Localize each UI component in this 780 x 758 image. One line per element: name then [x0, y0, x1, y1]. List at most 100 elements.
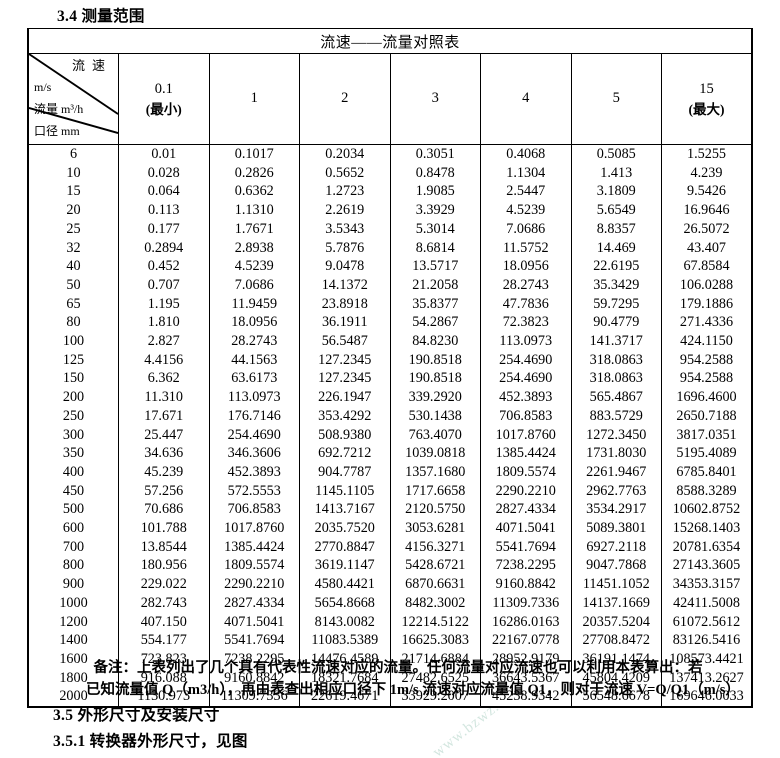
section-heading-3-4: 3.4 测量范围: [57, 8, 145, 25]
cell-flow-value: 27708.8472: [570, 631, 662, 650]
cell-flow-value: 180.956: [118, 556, 210, 576]
cell-flow-value: 0.452: [118, 257, 210, 276]
cell-flow-value: 54.2867: [389, 313, 481, 333]
cell-diameter: 10: [27, 163, 119, 183]
cell-flow-value: 565.4867: [570, 388, 662, 407]
corner-header-cell: 流速 m/s 流量 m³/h 口径 mm: [27, 53, 119, 145]
cell-flow-value: 2827.4334: [480, 500, 572, 520]
cell-flow-value: 706.8583: [480, 406, 572, 426]
cell-diameter: 500: [27, 500, 119, 520]
cell-flow-value: 18321.7684: [299, 668, 391, 688]
cell-flow-value: 4.4156: [118, 350, 210, 370]
cell-flow-value: 16.9646: [661, 201, 753, 220]
cell-flow-value: 14137.1669: [570, 593, 662, 613]
cell-flow-value: 723.823: [118, 649, 210, 669]
cell-flow-value: 4580.4421: [299, 575, 391, 594]
cell-flow-value: 916.088: [118, 668, 210, 688]
cell-flow-value: 127.2345: [299, 369, 391, 389]
corner-label-flow-unit: 流量 m³/h: [34, 102, 84, 116]
cell-flow-value: 1357.1680: [389, 462, 481, 482]
cell-diameter: 700: [27, 537, 119, 557]
cell-flow-value: 9160.8842: [208, 668, 300, 688]
cell-flow-value: 28.2743: [208, 332, 300, 351]
cell-flow-value: 1.9085: [389, 182, 481, 202]
cell-flow-value: 5.7876: [299, 238, 391, 258]
table-row: 450 57.256 572.5553 1145.1105 1717.6658 2290.…: [27, 481, 753, 501]
cell-flow-value: 28952.9179: [480, 649, 572, 669]
cell-flow-value: 954.2588: [661, 350, 753, 370]
cell-flow-value: 11451.1052: [570, 575, 662, 594]
cell-flow-value: 5.6549: [570, 201, 662, 220]
cell-flow-value: 763.4070: [389, 425, 481, 445]
cell-flow-value: 4.239: [661, 163, 753, 183]
cell-flow-value: 0.6362: [208, 182, 300, 202]
cell-flow-value: 1.5255: [661, 144, 753, 164]
cell-diameter: 250: [27, 406, 119, 426]
column-header-value: 5: [612, 90, 620, 107]
cell-flow-value: 1039.0818: [389, 444, 481, 463]
cell-flow-value: 339.2920: [389, 388, 481, 407]
cell-flow-value: 179.1886: [661, 294, 753, 314]
cell-flow-value: 22619.4671: [299, 687, 391, 709]
column-header-0: 0.1 (最小): [118, 53, 210, 145]
table-row: 800 180.956 1809.5574 3619.1147 5428.6721 723…: [27, 556, 753, 576]
cell-flow-value: 12214.5122: [389, 612, 481, 632]
cell-flow-value: 0.2034: [299, 144, 391, 164]
table-row: 20 0.113 1.1310 2.2619 3.3929 4.5239 5.6549 16.…: [27, 201, 753, 220]
cell-diameter: 1200: [27, 612, 119, 632]
cell-flow-value: 7.0686: [480, 219, 572, 239]
cell-flow-value: 16286.0163: [480, 612, 572, 632]
cell-diameter: 32: [27, 238, 119, 258]
cell-flow-value: 1.810: [118, 313, 210, 333]
cell-flow-value: 22.6195: [570, 257, 662, 276]
section-heading-3-5: 3.5 外形尺寸及安装尺寸: [53, 707, 220, 724]
cell-flow-value: 530.1438: [389, 406, 481, 426]
cell-diameter: 200: [27, 388, 119, 407]
table-row: 32 0.2894 2.8938 5.7876 8.6814 11.5752 14.469 4…: [27, 238, 753, 258]
cell-flow-value: 1.2723: [299, 182, 391, 202]
cell-flow-value: 2650.7188: [661, 406, 753, 426]
cell-flow-value: 0.113: [118, 201, 210, 220]
cell-diameter: 6: [27, 144, 119, 164]
cell-flow-value: 2827.4334: [208, 593, 300, 613]
cell-flow-value: 25.447: [118, 425, 210, 445]
cell-flow-value: 43.407: [661, 238, 753, 258]
cell-flow-value: 141.3717: [570, 332, 662, 351]
cell-flow-value: 2035.7520: [299, 519, 391, 538]
table-row: 1600 723.823 7238.2295 14476.4589 21714.6884…: [27, 649, 753, 669]
cell-flow-value: 45.239: [118, 462, 210, 482]
cell-flow-value: 13.5717: [389, 257, 481, 276]
table-column-header-row: 流速 m/s 流量 m³/h 口径 mm 0.1 (最小) 1 2 3: [27, 53, 753, 145]
column-header-6: 15 (最大): [661, 53, 753, 145]
cell-flow-value: 452.3893: [208, 462, 300, 482]
cell-flow-value: 2290.2210: [208, 575, 300, 594]
cell-flow-value: 3534.2917: [570, 500, 662, 520]
cell-diameter: 80: [27, 313, 119, 333]
cell-flow-value: 692.7212: [299, 444, 391, 463]
cell-flow-value: 14.469: [570, 238, 662, 258]
cell-diameter: 125: [27, 350, 119, 370]
cell-diameter: 40: [27, 257, 119, 276]
cell-diameter: 400: [27, 462, 119, 482]
cell-flow-value: 0.707: [118, 275, 210, 295]
cell-flow-value: 4.5239: [208, 257, 300, 276]
cell-flow-value: 318.0863: [570, 369, 662, 389]
cell-flow-value: 1.1304: [480, 163, 572, 183]
cell-flow-value: 22167.0778: [480, 631, 572, 650]
section-heading-3-5-1: 3.5.1 转换器外形尺寸，见图: [53, 733, 248, 750]
cell-flow-value: 190.8518: [389, 350, 481, 370]
cell-flow-value: 282.743: [118, 593, 210, 613]
cell-flow-value: 424.1150: [661, 332, 753, 351]
cell-flow-value: 353.4292: [299, 406, 391, 426]
cell-flow-value: 57.256: [118, 481, 210, 501]
table-row: 10 0.028 0.2826 0.5652 0.8478 1.1304 1.413 4.23…: [27, 163, 753, 183]
cell-flow-value: 554.177: [118, 631, 210, 650]
cell-flow-value: 11309.7336: [208, 687, 300, 709]
cell-flow-value: 6927.2118: [570, 537, 662, 557]
cell-flow-value: 1.7671: [208, 219, 300, 239]
cell-flow-value: 3.1809: [570, 182, 662, 202]
cell-flow-value: 6870.6631: [389, 575, 481, 594]
cell-flow-value: 1.195: [118, 294, 210, 314]
cell-diameter: 20: [27, 201, 119, 220]
